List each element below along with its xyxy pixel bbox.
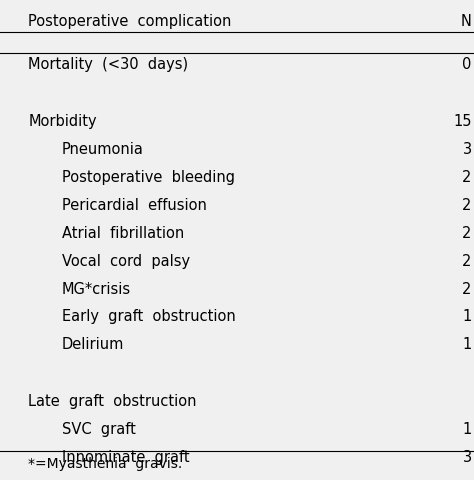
Text: 15: 15: [453, 114, 472, 129]
Text: 2: 2: [462, 281, 472, 296]
Text: Innominate  graft: Innominate graft: [62, 449, 189, 464]
Text: 1: 1: [462, 336, 472, 352]
Text: Morbidity: Morbidity: [28, 114, 97, 129]
Text: Pneumonia: Pneumonia: [62, 142, 144, 157]
Text: 2: 2: [462, 197, 472, 213]
Text: Pericardial  effusion: Pericardial effusion: [62, 197, 207, 213]
Text: 2: 2: [462, 169, 472, 185]
Text: 3: 3: [463, 449, 472, 464]
Text: Atrial  fibrillation: Atrial fibrillation: [62, 225, 184, 240]
Text: Postoperative  bleeding: Postoperative bleeding: [62, 169, 235, 185]
Text: SVC  graft: SVC graft: [62, 421, 136, 436]
Text: Late  graft  obstruction: Late graft obstruction: [28, 393, 197, 408]
Text: Vocal  cord  palsy: Vocal cord palsy: [62, 253, 190, 268]
Text: MG*crisis: MG*crisis: [62, 281, 131, 296]
Text: Mortality  (<30  days): Mortality (<30 days): [28, 57, 189, 72]
Text: N: N: [461, 14, 472, 29]
Text: 3: 3: [463, 142, 472, 157]
Text: Early  graft  obstruction: Early graft obstruction: [62, 309, 236, 324]
Text: Postoperative  complication: Postoperative complication: [28, 14, 232, 29]
Text: *=Myasthenia  gravis.: *=Myasthenia gravis.: [28, 456, 182, 470]
Text: 2: 2: [462, 225, 472, 240]
Text: 2: 2: [462, 253, 472, 268]
Text: 1: 1: [462, 421, 472, 436]
Text: 0: 0: [462, 57, 472, 72]
Text: Delirium: Delirium: [62, 336, 124, 352]
Text: 1: 1: [462, 309, 472, 324]
